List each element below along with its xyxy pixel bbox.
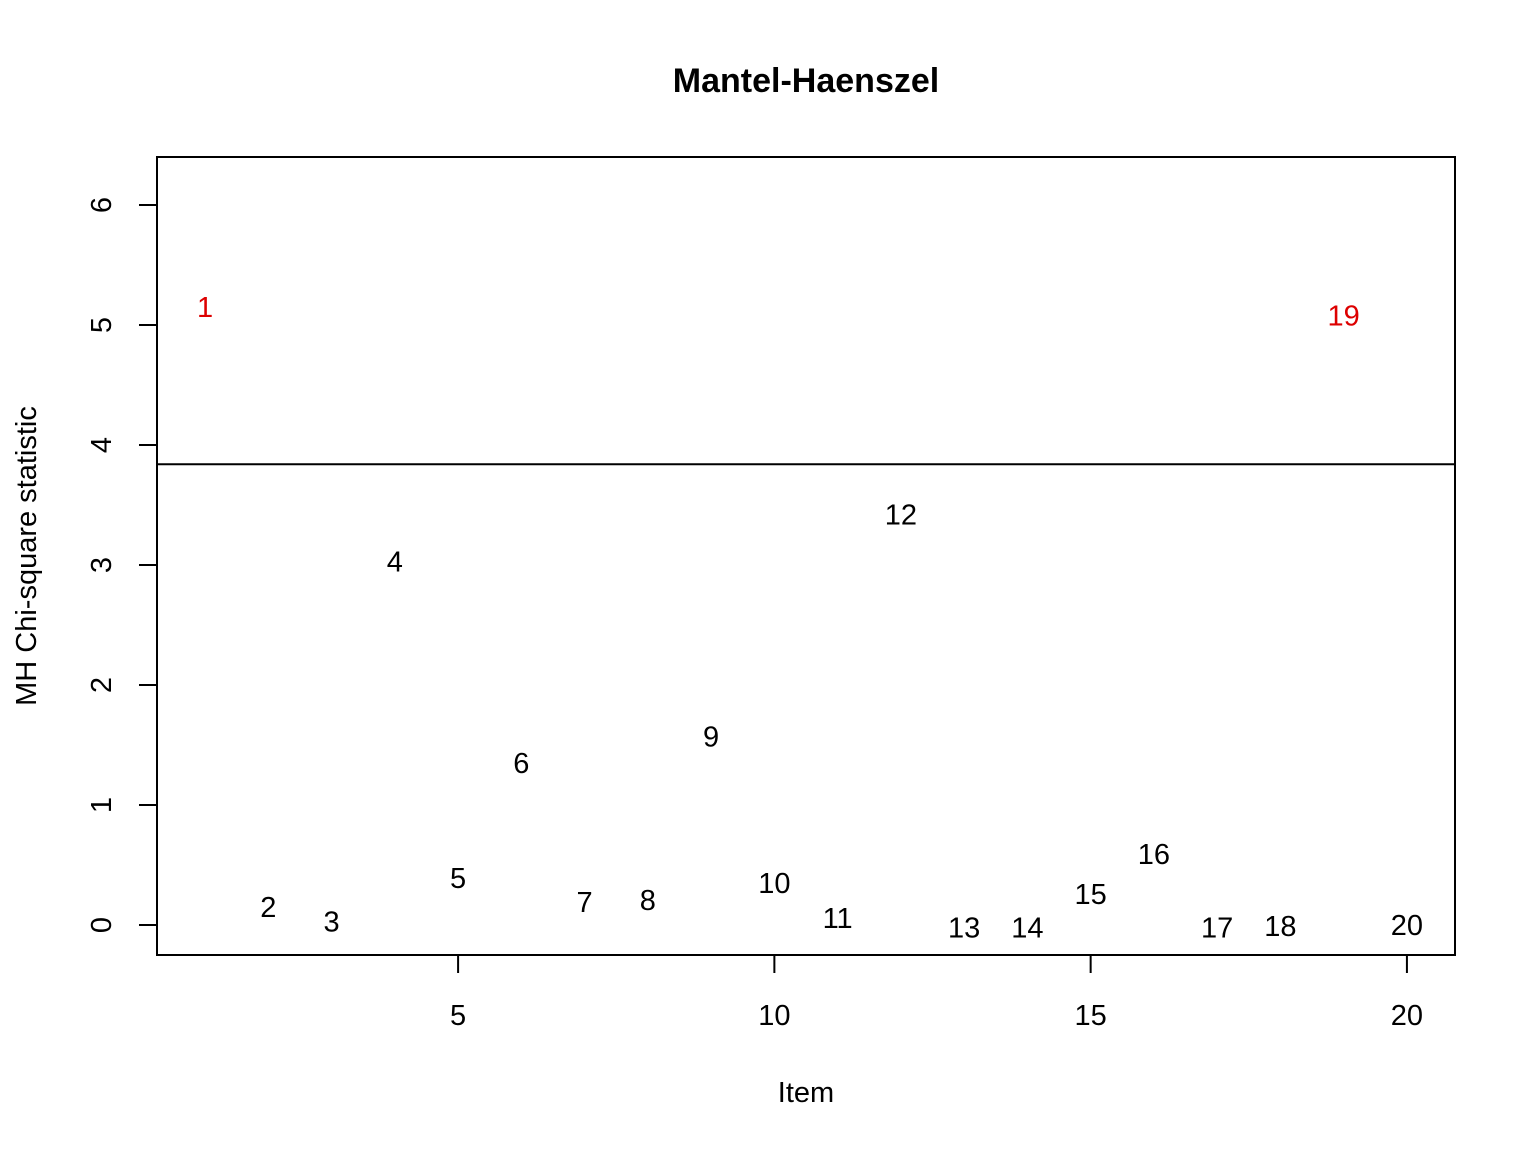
x-tick-label: 20 <box>1391 1000 1423 1032</box>
x-tick-label: 5 <box>450 1000 466 1032</box>
item-label: 15 <box>1075 879 1107 911</box>
item-label: 7 <box>577 887 593 919</box>
item-label: 12 <box>885 500 917 532</box>
plot-frame <box>156 156 1456 956</box>
y-tick-label: 6 <box>86 197 118 213</box>
item-label: 18 <box>1264 911 1296 943</box>
x-tick-label: 10 <box>758 1000 790 1032</box>
item-label: 6 <box>513 748 529 780</box>
item-label: 17 <box>1201 912 1233 944</box>
item-label: 8 <box>640 885 656 917</box>
y-tick-label: 3 <box>86 557 118 573</box>
y-tick-label: 4 <box>86 437 118 453</box>
y-axis-label: MH Chi-square statistic <box>11 406 43 706</box>
item-label: 3 <box>324 906 340 938</box>
y-axis: 0 1 2 3 4 5 6 <box>86 197 158 933</box>
item-label: 20 <box>1391 910 1423 942</box>
item-label: 4 <box>387 546 403 578</box>
item-label: 13 <box>948 912 980 944</box>
x-axis-label: Item <box>778 1077 834 1109</box>
item-label: 14 <box>1011 912 1043 944</box>
y-tick-label: 5 <box>86 317 118 333</box>
item-label: 10 <box>758 868 790 900</box>
y-tick-label: 0 <box>86 917 118 933</box>
item-label: 9 <box>703 722 719 754</box>
flagged-item-label: 19 <box>1328 300 1360 332</box>
chart-title: Mantel-Haenszel <box>673 62 939 100</box>
y-tick-label: 1 <box>86 797 118 813</box>
x-axis: 5 10 15 20 <box>450 954 1423 1032</box>
item-label: 16 <box>1138 839 1170 871</box>
flagged-item-label: 1 <box>197 292 213 324</box>
x-tick-label: 15 <box>1075 1000 1107 1032</box>
item-label: 11 <box>823 903 853 935</box>
item-label: 5 <box>450 863 466 895</box>
y-tick-label: 2 <box>86 677 118 693</box>
item-label: 2 <box>260 892 276 924</box>
